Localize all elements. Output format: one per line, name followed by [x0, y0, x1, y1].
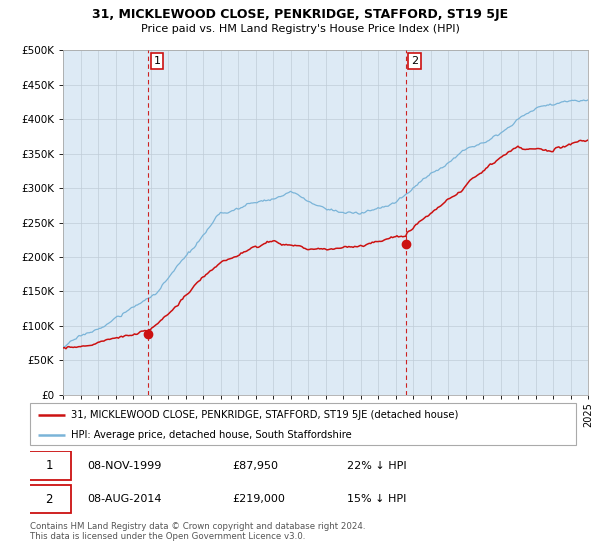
Text: 2: 2 — [411, 56, 418, 66]
Text: 31, MICKLEWOOD CLOSE, PENKRIDGE, STAFFORD, ST19 5JE: 31, MICKLEWOOD CLOSE, PENKRIDGE, STAFFOR… — [92, 8, 508, 21]
Text: 15% ↓ HPI: 15% ↓ HPI — [347, 494, 406, 504]
FancyBboxPatch shape — [30, 403, 576, 445]
FancyBboxPatch shape — [27, 451, 71, 480]
Text: 1: 1 — [154, 56, 161, 66]
Text: 2: 2 — [46, 493, 53, 506]
Text: HPI: Average price, detached house, South Staffordshire: HPI: Average price, detached house, Sout… — [71, 430, 352, 440]
Text: Contains HM Land Registry data © Crown copyright and database right 2024.
This d: Contains HM Land Registry data © Crown c… — [30, 522, 365, 542]
Text: £219,000: £219,000 — [232, 494, 285, 504]
Text: 22% ↓ HPI: 22% ↓ HPI — [347, 460, 406, 470]
Text: 08-AUG-2014: 08-AUG-2014 — [88, 494, 162, 504]
FancyBboxPatch shape — [27, 485, 71, 514]
Text: £87,950: £87,950 — [232, 460, 278, 470]
Text: 1: 1 — [46, 459, 53, 472]
Text: 08-NOV-1999: 08-NOV-1999 — [88, 460, 162, 470]
Text: 31, MICKLEWOOD CLOSE, PENKRIDGE, STAFFORD, ST19 5JE (detached house): 31, MICKLEWOOD CLOSE, PENKRIDGE, STAFFOR… — [71, 410, 458, 420]
Text: Price paid vs. HM Land Registry's House Price Index (HPI): Price paid vs. HM Land Registry's House … — [140, 24, 460, 34]
